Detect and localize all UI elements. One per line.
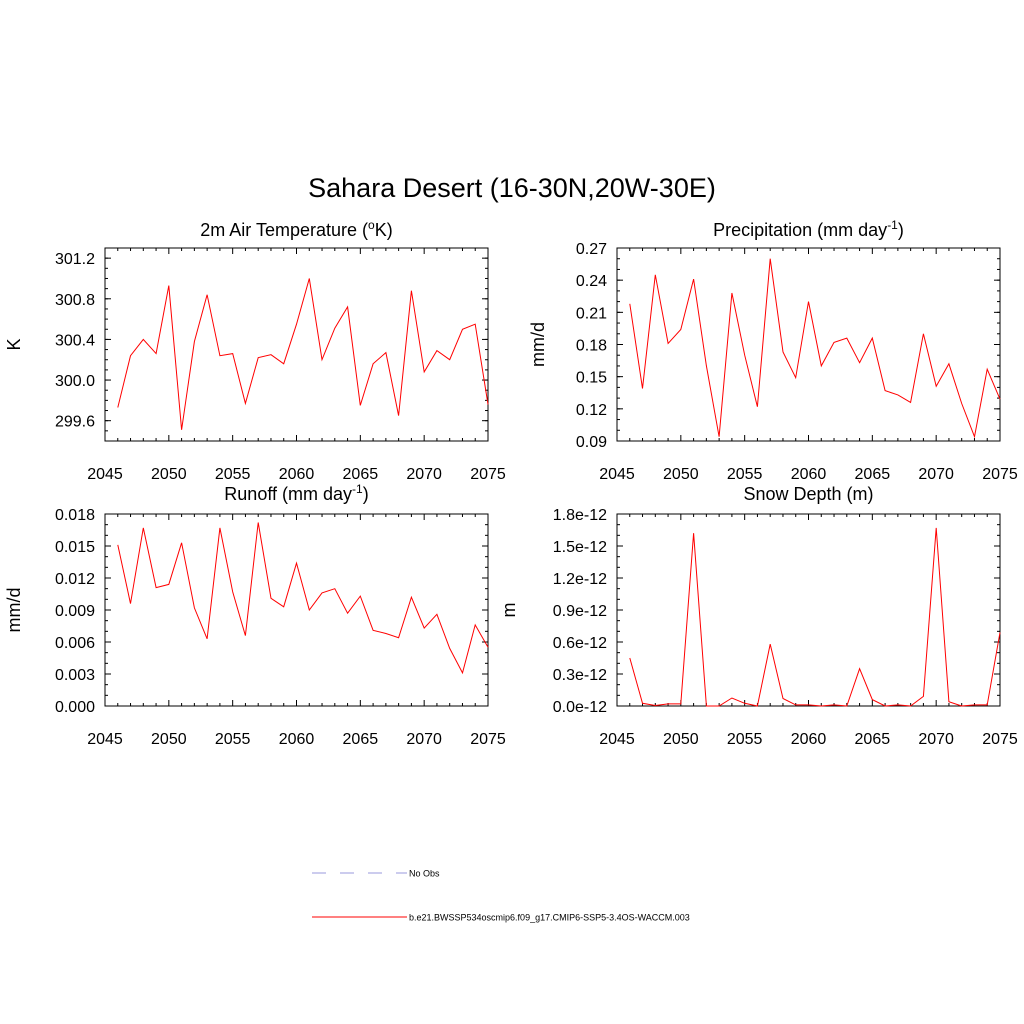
plot-frame — [104, 513, 489, 707]
x-tick-label: 2075 — [470, 731, 506, 748]
x-tick-label: 2050 — [663, 731, 699, 748]
y-tick-label: 0.9e-12 — [553, 603, 607, 620]
panel-title: Snow Depth (m) — [743, 484, 873, 504]
y-tick-label: 0.3e-12 — [553, 667, 607, 684]
x-tick-label: 2055 — [215, 466, 251, 483]
x-tick-label: 2055 — [215, 731, 251, 748]
y-tick-label: 0.0e-12 — [553, 699, 607, 716]
y-tick-label: 300.4 — [55, 332, 95, 349]
x-tick-label: 2065 — [343, 731, 379, 748]
x-tick-label: 2075 — [982, 731, 1018, 748]
panel-1: 2m Air Temperature (oK) K 2045 2050 2055 2060… — [4, 218, 506, 483]
y-tick-label: 0.018 — [55, 507, 95, 524]
x-tick-label: 2055 — [727, 466, 763, 483]
figure-title: Sahara Desert (16-30N,20W-30E) — [308, 173, 716, 203]
y-tick-label: 1.5e-12 — [553, 539, 607, 556]
y-tick-label: 0.012 — [55, 571, 95, 588]
series-line — [117, 522, 489, 675]
legend: No Obs b.e21.BWSSP534oscmip6.f09_g17.CMI… — [312, 869, 690, 923]
x-tick-label: 2045 — [87, 731, 123, 748]
y-tick-label: 300.8 — [55, 292, 95, 309]
panels: 2m Air Temperature (oK) K 2045 2050 2055 2060… — [4, 218, 1018, 748]
y-axis-label: mm/d — [528, 322, 548, 367]
y-tick-label: 0.000 — [55, 699, 95, 716]
y-tick-label: 0.006 — [55, 635, 95, 652]
x-tick-label: 2055 — [727, 731, 763, 748]
x-tick-label: 2060 — [279, 731, 315, 748]
x-tick-label: 2070 — [918, 466, 954, 483]
y-tick-label: 0.09 — [576, 434, 607, 451]
series-line — [629, 527, 1001, 707]
y-tick-label: 0.21 — [576, 305, 607, 322]
y-tick-label: 1.8e-12 — [553, 507, 607, 524]
y-tick-label: 0.6e-12 — [553, 635, 607, 652]
x-tick-label: 2060 — [791, 731, 827, 748]
y-axis-label: K — [4, 338, 24, 350]
x-tick-label: 2045 — [87, 466, 123, 483]
legend-obs-label: No Obs — [409, 869, 440, 879]
y-axis-label: mm/d — [4, 588, 24, 633]
panel-3: Runoff (mm day-1) mm/d 2045 2050 2055 2060 206… — [4, 482, 506, 748]
panel-4: Snow Depth (m) m 2045 2050 2055 2060 2065 2070 2… — [499, 484, 1018, 748]
x-tick-label: 2065 — [343, 466, 379, 483]
y-tick-label: 0.015 — [55, 539, 95, 556]
x-tick-label: 2050 — [663, 466, 699, 483]
y-tick-label: 299.6 — [55, 414, 95, 431]
x-tick-label: 2060 — [791, 466, 827, 483]
x-tick-label: 2070 — [406, 731, 442, 748]
x-tick-label: 2075 — [470, 466, 506, 483]
x-tick-label: 2050 — [151, 731, 187, 748]
x-tick-label: 2045 — [599, 466, 635, 483]
y-tick-label: 0.009 — [55, 603, 95, 620]
x-tick-label: 2070 — [406, 466, 442, 483]
y-tick-label: 0.003 — [55, 667, 95, 684]
y-tick-label: 0.12 — [576, 402, 607, 419]
x-tick-label: 2070 — [918, 731, 954, 748]
legend-model-label: b.e21.BWSSP534oscmip6.f09_g17.CMIP6-SSP5… — [409, 913, 690, 923]
series-line — [629, 258, 1001, 439]
y-tick-label: 0.27 — [576, 241, 607, 258]
plot-frame — [104, 247, 489, 442]
y-tick-label: 0.18 — [576, 338, 607, 355]
x-tick-label: 2060 — [279, 466, 315, 483]
y-tick-label: 301.2 — [55, 251, 95, 268]
panel-title: Runoff (mm day-1) — [224, 482, 368, 504]
y-tick-label: 1.2e-12 — [553, 571, 607, 588]
panel-title: 2m Air Temperature (oK) — [200, 218, 392, 240]
x-tick-label: 2075 — [982, 466, 1018, 483]
panel-2: Precipitation (mm day-1) mm/d 2045 2050 2055… — [528, 218, 1018, 483]
y-tick-label: 0.24 — [576, 273, 607, 290]
y-axis-label: m — [499, 603, 519, 618]
y-tick-label: 300.0 — [55, 373, 95, 390]
plot-frame — [616, 247, 1001, 442]
x-tick-label: 2045 — [599, 731, 635, 748]
y-tick-label: 0.15 — [576, 370, 607, 387]
panel-title: Precipitation (mm day-1) — [713, 218, 904, 240]
series-line — [117, 278, 489, 430]
x-tick-label: 2065 — [855, 731, 891, 748]
x-tick-label: 2050 — [151, 466, 187, 483]
x-tick-label: 2065 — [855, 466, 891, 483]
